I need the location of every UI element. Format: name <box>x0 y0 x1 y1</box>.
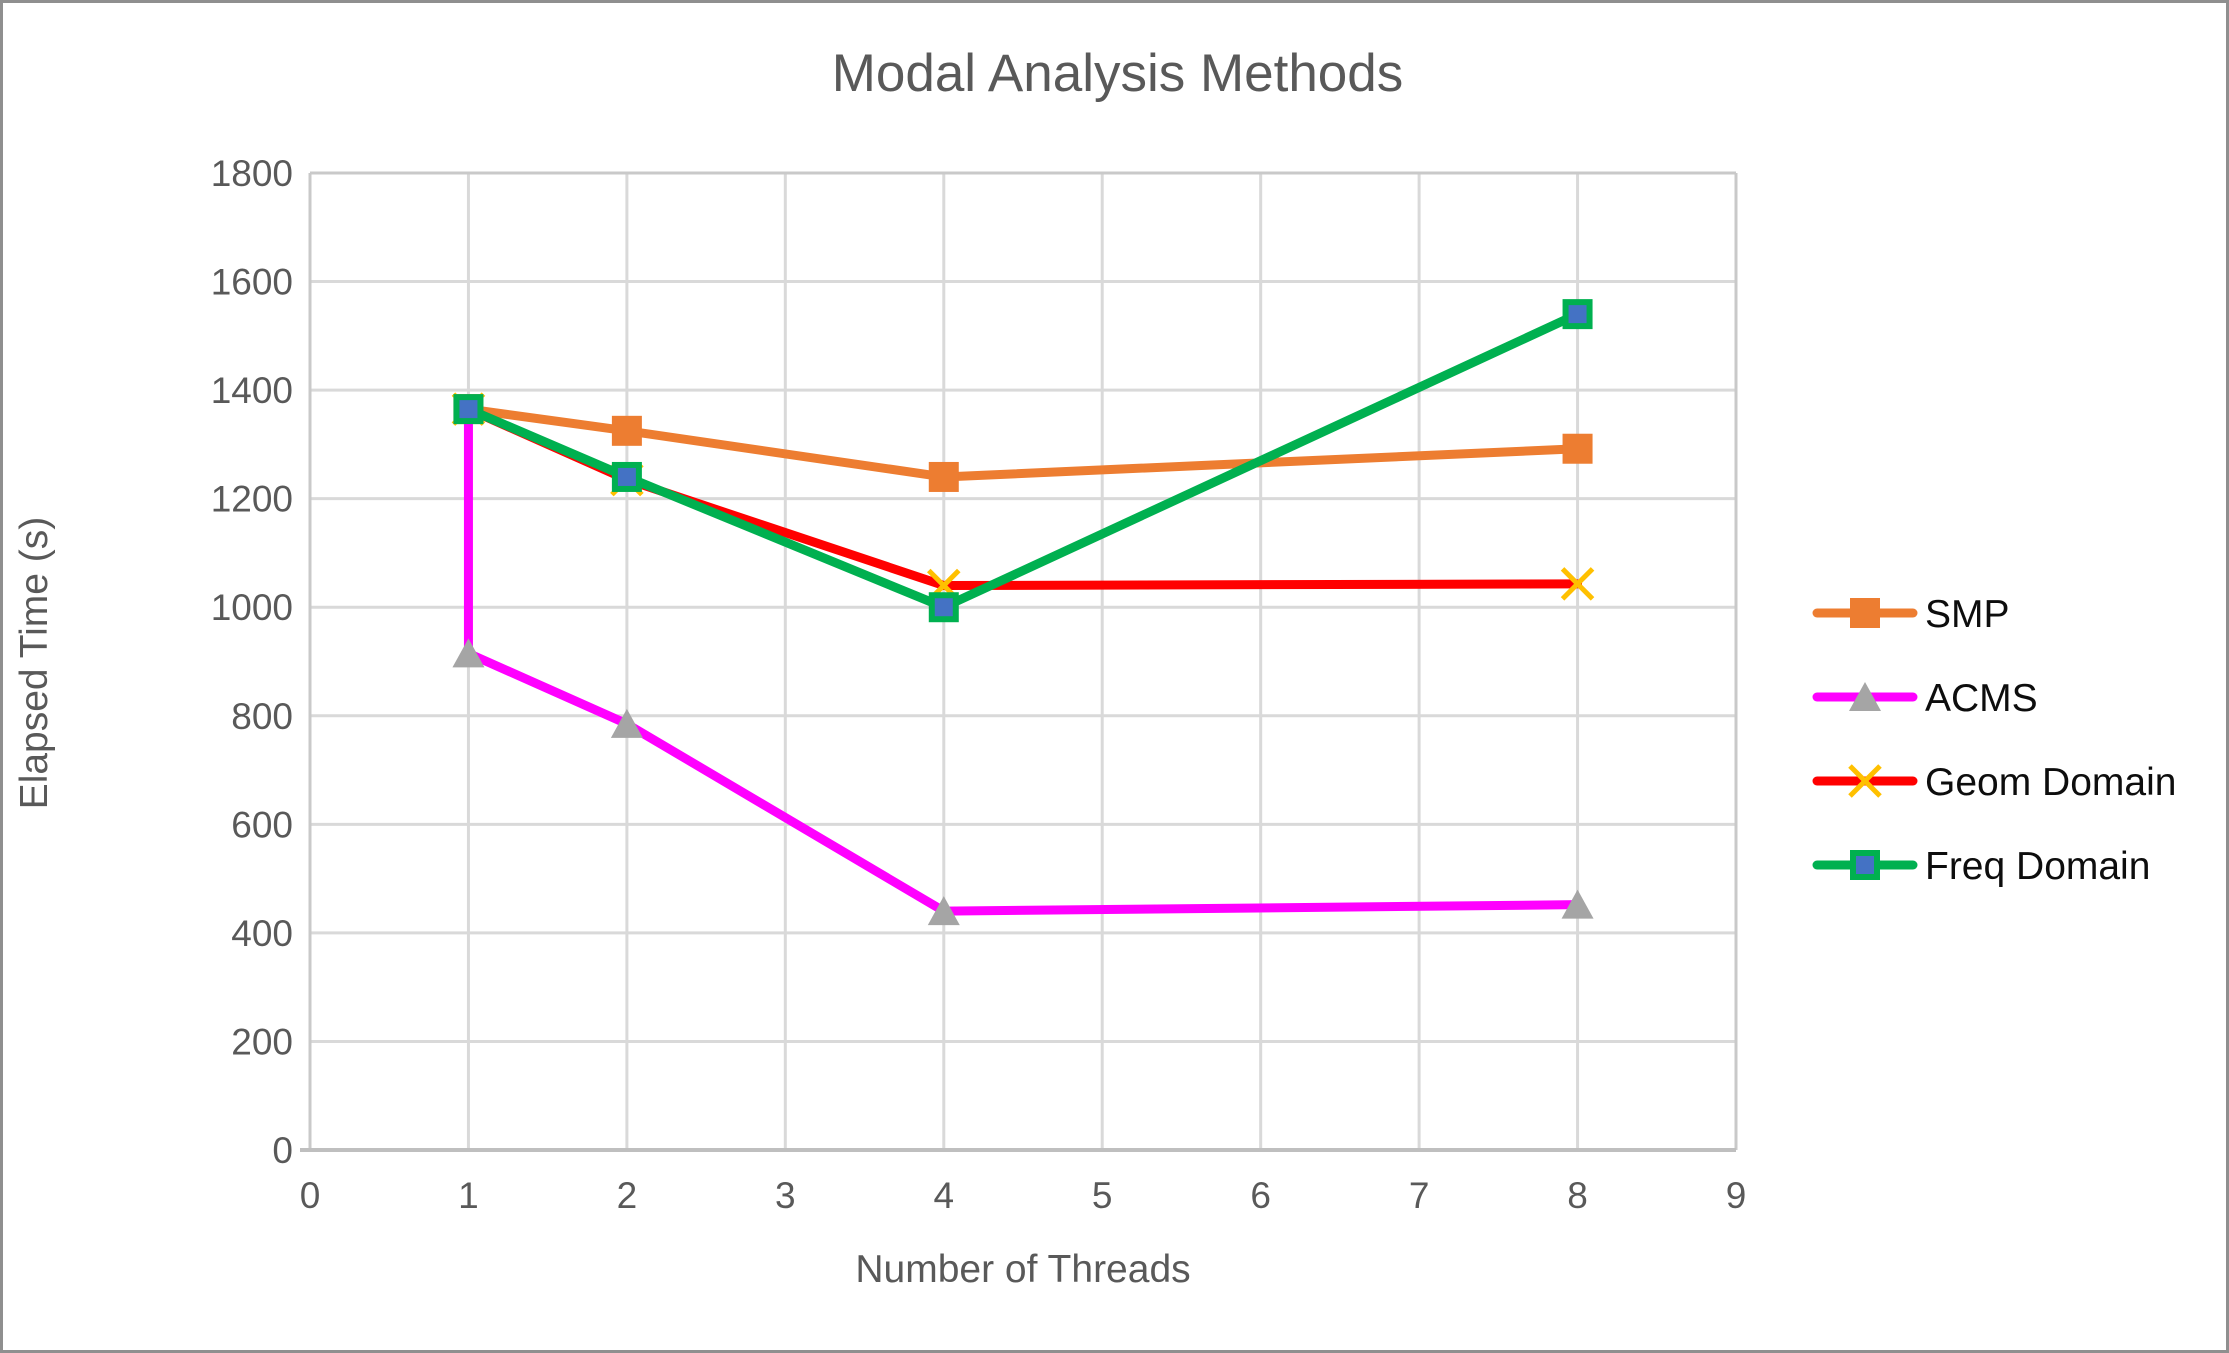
x-tick-label-7: 7 <box>1409 1175 1430 1216</box>
legend-item-geom-domain: Geom Domain <box>1812 761 2176 804</box>
x-tick-label-9: 9 <box>1726 1175 1747 1216</box>
series-line-freq-domain <box>463 309 1583 612</box>
marker-smp-3 <box>1562 433 1593 464</box>
x-tick-label-4: 4 <box>933 1175 954 1216</box>
y-tick-label-0: 0 <box>272 1130 293 1171</box>
legend-marker-acms <box>1849 682 1881 711</box>
legend-marker-freq-domain <box>1850 850 1880 880</box>
y-tick-label-1200: 1200 <box>211 479 293 520</box>
y-tick-label-1400: 1400 <box>211 370 293 411</box>
x-tick-label-3: 3 <box>775 1175 796 1216</box>
legend-label-acms: ACMS <box>1925 677 2038 720</box>
marker-acms-3 <box>927 896 960 926</box>
x-tick-label-1: 1 <box>458 1175 479 1216</box>
legend-label-smp: SMP <box>1925 593 2010 636</box>
marker-freq-domain-1 <box>611 461 642 492</box>
y-tick-label-1800: 1800 <box>211 153 293 194</box>
x-axis-title: Number of Threads <box>855 1248 1191 1291</box>
marker-geom-domain-3 <box>1560 567 1595 601</box>
marker-freq-domain-0 <box>453 394 484 425</box>
marker-freq-domain-2 <box>928 592 959 623</box>
x-tick-label-5: 5 <box>1092 1175 1113 1216</box>
chart-title: Modal Analysis Methods <box>831 44 1404 103</box>
marker-smp-2 <box>928 461 959 492</box>
y-tick-label-1600: 1600 <box>211 262 293 303</box>
legend-item-freq-domain: Freq Domain <box>1812 845 2150 888</box>
marker-acms-1 <box>452 638 485 668</box>
legend-marker-geom-domain <box>1848 764 1882 798</box>
y-tick-label-600: 600 <box>231 804 293 845</box>
y-tick-label-800: 800 <box>231 696 293 737</box>
marker-smp-1 <box>611 415 642 446</box>
legend-item-acms: ACMS <box>1812 677 2038 720</box>
marker-freq-domain-3 <box>1562 299 1593 330</box>
legend-label-freq-domain: Freq Domain <box>1925 845 2150 888</box>
y-tick-label-200: 200 <box>231 1021 293 1062</box>
legend-item-smp: SMP <box>1812 593 2010 636</box>
marker-acms-2 <box>610 708 643 738</box>
y-axis-title: Elapsed Time (s) <box>13 516 56 810</box>
x-tick-label-6: 6 <box>1250 1175 1271 1216</box>
chart-svg: 0 1 2 3 4 5 6 7 8 9 0 200 400 600 800 1000 1200 1400 1600 1… <box>211 153 2177 1216</box>
y-tick-label-400: 400 <box>231 913 293 954</box>
x-tick-label-0: 0 <box>300 1175 321 1216</box>
x-tick-label-8: 8 <box>1567 1175 1588 1216</box>
marker-acms-4 <box>1561 889 1594 919</box>
legend-marker-smp <box>1850 598 1880 628</box>
legend-label-geom-domain: Geom Domain <box>1925 761 2176 804</box>
legend: SMP ACMS Geom Domain Freq Domain <box>1812 593 2176 888</box>
x-tick-label-2: 2 <box>617 1175 638 1216</box>
y-tick-label-1000: 1000 <box>211 587 293 628</box>
